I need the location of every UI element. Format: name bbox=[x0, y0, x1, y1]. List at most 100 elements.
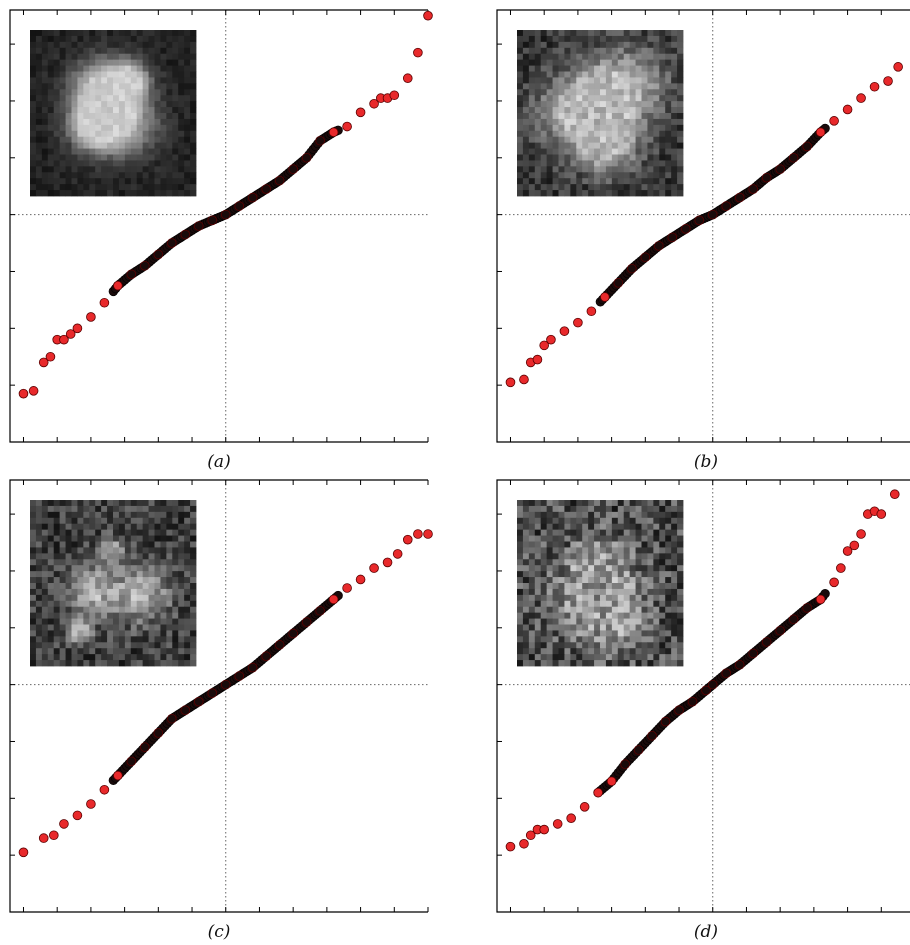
inset-pixel bbox=[107, 59, 114, 66]
inset-pixel bbox=[641, 594, 648, 602]
inset-pixel bbox=[35, 89, 43, 96]
inset-pixel bbox=[30, 53, 37, 61]
inset-pixel bbox=[677, 624, 684, 631]
inset-pixel bbox=[552, 124, 559, 132]
inset-pixel bbox=[576, 571, 583, 578]
inset-pixel bbox=[517, 577, 524, 584]
inset-pixel bbox=[564, 529, 571, 536]
inset-pixel bbox=[71, 523, 78, 531]
inset-pixel bbox=[124, 559, 132, 566]
inset-pixel bbox=[528, 136, 536, 144]
inset-pixel bbox=[576, 511, 583, 519]
inset-pixel bbox=[600, 65, 607, 72]
inset-pixel bbox=[605, 65, 613, 72]
inset-pixel bbox=[83, 53, 90, 61]
inset-pixel bbox=[130, 606, 138, 614]
inset-pixel bbox=[600, 588, 607, 596]
inset-pixel bbox=[564, 648, 571, 655]
inset-pixel bbox=[65, 30, 72, 37]
inset-pixel bbox=[546, 178, 553, 185]
inset-pixel bbox=[582, 172, 589, 179]
inset-pixel bbox=[142, 166, 149, 173]
inset-pixel bbox=[41, 142, 49, 149]
inset-pixel bbox=[136, 500, 144, 507]
inset-pixel bbox=[35, 529, 43, 536]
inset-pixel bbox=[130, 577, 138, 584]
inset-pixel bbox=[558, 77, 565, 84]
inset-pixel bbox=[184, 565, 191, 572]
inset-pixel bbox=[35, 35, 43, 43]
inset-pixel bbox=[534, 95, 542, 102]
inset-pixel bbox=[142, 624, 149, 631]
inset-pixel bbox=[65, 113, 72, 120]
inset-pixel bbox=[653, 65, 660, 72]
inset-pixel bbox=[546, 511, 553, 519]
inset-pixel bbox=[522, 648, 530, 655]
inset-pixel bbox=[83, 184, 90, 191]
inset-pixel bbox=[588, 594, 595, 602]
inset-pixel bbox=[77, 65, 84, 72]
inset-pixel bbox=[546, 565, 553, 572]
data-point bbox=[207, 215, 218, 226]
inset-pixel bbox=[611, 59, 619, 66]
inset-pixel bbox=[665, 113, 672, 120]
inset-pixel bbox=[677, 500, 684, 507]
inset-pixel bbox=[534, 53, 542, 61]
inset-pixel bbox=[166, 600, 173, 608]
inset-pixel bbox=[35, 523, 43, 531]
inset-pixel bbox=[178, 600, 185, 608]
inset-pixel bbox=[118, 35, 126, 43]
inset-pixel bbox=[136, 47, 144, 55]
inset-pixel bbox=[558, 636, 565, 643]
inset-pixel bbox=[41, 624, 49, 631]
inset-pixel bbox=[546, 541, 553, 548]
inset-pixel bbox=[107, 636, 114, 643]
inset-pixel bbox=[647, 648, 654, 655]
inset-pixel bbox=[677, 636, 684, 643]
inset-pixel bbox=[570, 505, 577, 513]
inset-pixel bbox=[184, 113, 191, 120]
inset-pixel bbox=[124, 642, 132, 649]
inset-pixel bbox=[605, 630, 613, 637]
inset-pixel bbox=[130, 624, 138, 631]
inset-pixel bbox=[95, 535, 102, 542]
inset-pixel bbox=[528, 600, 536, 608]
inset-pixel bbox=[517, 547, 524, 554]
inset-pixel bbox=[95, 178, 102, 185]
inset-pixel bbox=[540, 41, 548, 49]
inset-pixel bbox=[89, 35, 96, 43]
inset-pixel bbox=[41, 41, 49, 49]
inset-pixel bbox=[107, 47, 114, 55]
inset-pixel bbox=[130, 154, 138, 161]
inset-pixel bbox=[77, 577, 84, 584]
inset-pixel bbox=[160, 101, 167, 108]
inset-pixel bbox=[35, 511, 43, 519]
inset-pixel bbox=[148, 565, 155, 572]
inset-pixel bbox=[552, 648, 559, 655]
inset-pixel bbox=[558, 35, 565, 43]
inset-pixel bbox=[190, 517, 197, 525]
inset-pixel bbox=[65, 612, 72, 619]
data-point bbox=[721, 201, 732, 211]
inset-pixel bbox=[528, 541, 536, 548]
data-point bbox=[694, 215, 705, 226]
inset-pixel bbox=[611, 71, 619, 78]
inset-pixel bbox=[77, 178, 84, 185]
data-point bbox=[392, 549, 403, 559]
inset-pixel bbox=[124, 160, 132, 167]
inset-pixel bbox=[160, 53, 167, 61]
inset-pixel bbox=[41, 178, 49, 185]
inset-pixel bbox=[178, 71, 185, 78]
inset-pixel bbox=[605, 642, 613, 649]
inset-pixel bbox=[77, 529, 84, 536]
data-point bbox=[775, 164, 785, 174]
inset-pixel bbox=[605, 30, 613, 37]
inset-pixel bbox=[552, 71, 559, 78]
inset-pixel bbox=[605, 41, 613, 49]
inset-pixel bbox=[534, 612, 542, 619]
inset-pixel bbox=[605, 594, 613, 602]
inset-pixel bbox=[517, 500, 524, 507]
inset-pixel bbox=[570, 541, 577, 548]
inset-pixel bbox=[534, 588, 542, 596]
inset-pixel bbox=[118, 166, 126, 173]
